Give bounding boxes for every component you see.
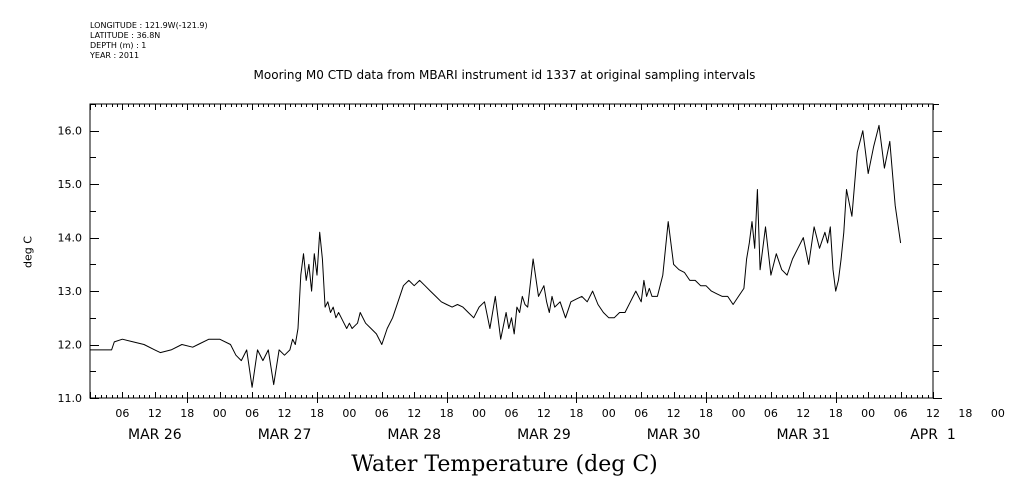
- x-hour-label: 12: [407, 407, 421, 420]
- x-hour-label: 12: [926, 407, 940, 420]
- x-day-label: APR 1: [910, 427, 956, 443]
- x-hour-label: 18: [699, 407, 713, 420]
- x-hour-label: 00: [213, 407, 227, 420]
- x-day-label: MAR 27: [258, 427, 312, 443]
- x-hour-label: 12: [537, 407, 551, 420]
- x-hour-label: 18: [569, 407, 583, 420]
- x-hour-label: 00: [342, 407, 356, 420]
- x-hour-label: 18: [958, 407, 972, 420]
- x-hour-label: 06: [245, 407, 259, 420]
- x-hour-label: 00: [602, 407, 616, 420]
- x-axis-title: Water Temperature (deg C): [351, 452, 658, 477]
- x-day-label: MAR 26: [128, 427, 182, 443]
- latitude-label: LATITUDE : 36.8N: [90, 31, 161, 40]
- chart-title: Mooring M0 CTD data from MBARI instrumen…: [253, 68, 756, 82]
- longitude-label: LONGITUDE : 121.9W(-121.9): [90, 21, 208, 30]
- x-hour-label: 00: [472, 407, 486, 420]
- y-tick-label: 15.0: [58, 178, 83, 191]
- y-tick-label: 16.0: [58, 125, 83, 138]
- temperature-series-line: [90, 124, 902, 388]
- x-hour-label: 18: [829, 407, 843, 420]
- x-day-label: MAR 31: [776, 427, 830, 443]
- x-day-label: MAR 29: [517, 427, 571, 443]
- x-day-label: MAR 30: [647, 427, 701, 443]
- x-hour-label: 18: [310, 407, 324, 420]
- y-tick-label: 11.0: [58, 392, 83, 405]
- y-tick-label: 14.0: [58, 232, 83, 245]
- x-hour-label: 06: [894, 407, 908, 420]
- mooring-metadata: LONGITUDE : 121.9W(-121.9) LATITUDE : 36…: [90, 21, 208, 61]
- x-hour-label: 00: [861, 407, 875, 420]
- x-hour-label: 00: [731, 407, 745, 420]
- x-hour-label: 06: [375, 407, 389, 420]
- plot-frame: [89, 103, 934, 399]
- y-tick-label: 12.0: [58, 339, 83, 352]
- x-hour-label: 12: [148, 407, 162, 420]
- x-hour-label: 06: [505, 407, 519, 420]
- x-hour-label: 06: [115, 407, 129, 420]
- x-day-label: MAR 28: [387, 427, 441, 443]
- year-label: YEAR : 2011: [90, 51, 140, 60]
- x-hour-label: 12: [278, 407, 292, 420]
- x-hour-label: 18: [180, 407, 194, 420]
- x-hour-label: 12: [796, 407, 810, 420]
- depth-label: DEPTH (m) : 1: [90, 41, 147, 50]
- x-hour-label: 06: [764, 407, 778, 420]
- x-hour-label: 12: [667, 407, 681, 420]
- y-tick-label: 13.0: [58, 285, 83, 298]
- x-hour-label: 00: [991, 407, 1005, 420]
- x-hour-label: 06: [634, 407, 648, 420]
- x-hour-label: 18: [440, 407, 454, 420]
